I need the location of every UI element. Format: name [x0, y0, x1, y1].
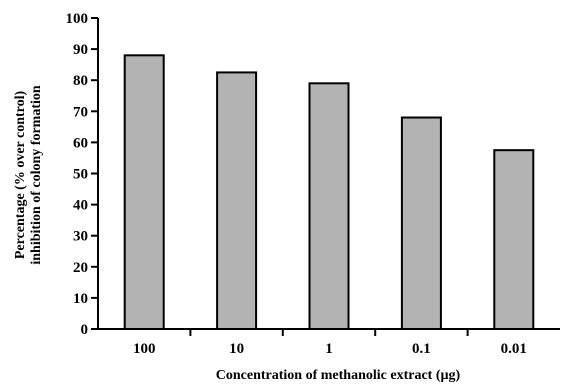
- x-tick-label: 0.01: [501, 341, 527, 357]
- y-tick-label: 50: [73, 167, 88, 183]
- y-tick-label: 100: [66, 11, 89, 27]
- y-tick-label: 60: [73, 135, 88, 151]
- bars-group: [123, 54, 535, 331]
- x-tick-label: 0.1: [412, 341, 431, 357]
- y-tick-label: 40: [73, 198, 88, 214]
- y-axis-title-line1: Percentage (% over control): [13, 90, 28, 259]
- y-axis-title: Percentage (% over control) inhibition o…: [13, 85, 44, 265]
- x-tick-label: 1: [325, 341, 333, 357]
- y-axis: 0 10 20 30 40 50 60 70 80 90 100: [66, 11, 99, 338]
- y-tick-label: 90: [73, 42, 88, 58]
- x-axis: 100 10 1 0.1 0.01: [98, 328, 560, 357]
- y-tick-label: 10: [73, 291, 88, 307]
- x-axis-title: Concentration of methanolic extract (µg): [216, 368, 461, 383]
- bar-1: [308, 82, 350, 330]
- y-tick-label: 30: [73, 229, 88, 245]
- y-tick-label: 70: [73, 104, 88, 120]
- x-tick-label: 10: [229, 341, 244, 357]
- x-tick-label: 100: [133, 341, 156, 357]
- y-tick-label: 20: [73, 260, 88, 276]
- y-tick-label: 80: [73, 73, 88, 89]
- bar-0.01: [493, 149, 535, 330]
- y-axis-title-line2: inhibition of colony formation: [29, 85, 44, 265]
- bar-0.1: [400, 116, 442, 330]
- bar-100: [123, 54, 165, 330]
- bar-10: [216, 71, 258, 331]
- y-tick-label: 0: [81, 322, 89, 338]
